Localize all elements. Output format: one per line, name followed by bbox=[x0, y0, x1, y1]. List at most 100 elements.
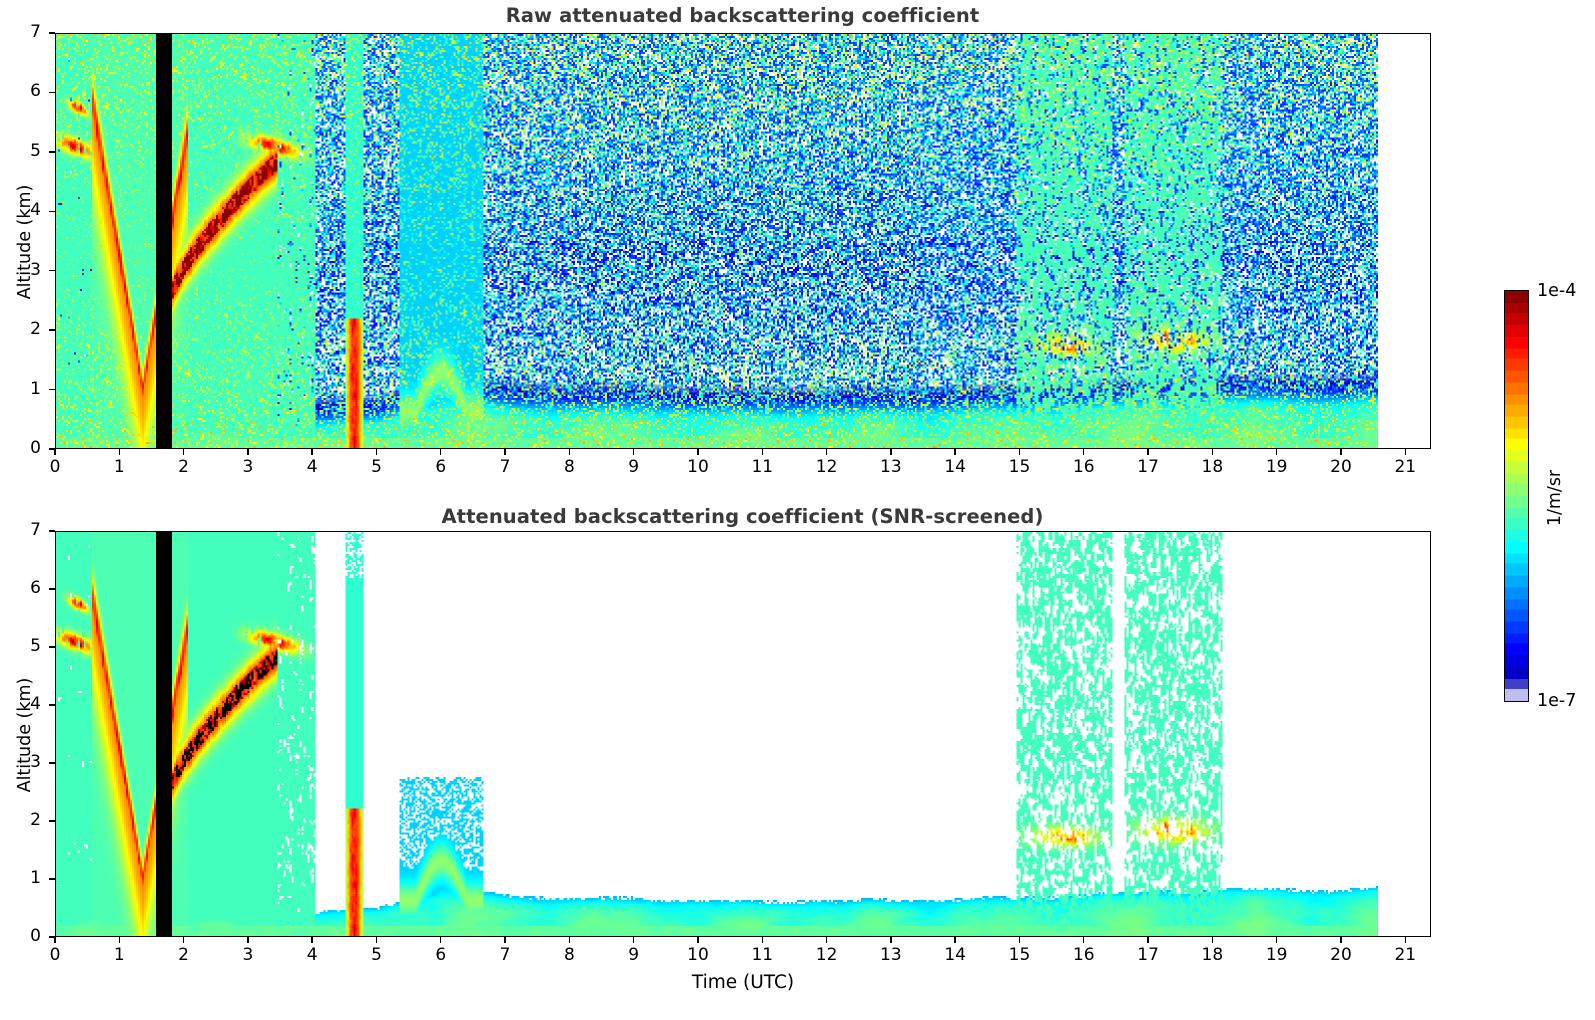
y-tick-label: 3 bbox=[30, 259, 41, 280]
y-axis-label-screened: Altitude (km) bbox=[15, 677, 35, 793]
y-tick-label: 3 bbox=[30, 752, 41, 772]
plot-axes-raw[interactable] bbox=[55, 33, 1431, 449]
x-tick bbox=[182, 449, 185, 455]
x-tick-label: 3 bbox=[242, 945, 254, 965]
x-tick bbox=[632, 449, 635, 455]
x-tick bbox=[54, 449, 56, 455]
x-tick bbox=[1404, 937, 1406, 943]
x-tick bbox=[311, 449, 313, 455]
x-tick bbox=[504, 449, 506, 455]
x-tick bbox=[890, 449, 892, 455]
x-tick-label: 4 bbox=[306, 457, 318, 477]
x-tick-label: 18 bbox=[1201, 945, 1224, 965]
colorbar-gradient bbox=[1505, 291, 1528, 701]
x-tick bbox=[697, 449, 699, 455]
x-tick-label: 12 bbox=[815, 457, 838, 477]
x-tick-label: 2 bbox=[178, 945, 189, 965]
x-tick-label: 6 bbox=[435, 457, 447, 477]
x-tick bbox=[1147, 449, 1149, 455]
x-tick bbox=[568, 937, 571, 943]
y-tick bbox=[49, 878, 55, 880]
x-tick bbox=[375, 937, 378, 943]
y-tick-label: 6 bbox=[30, 81, 41, 102]
colorbar-unit-label: 1/m/sr bbox=[1545, 469, 1565, 527]
x-tick bbox=[1404, 449, 1406, 455]
x-tick bbox=[1211, 937, 1214, 943]
x-tick bbox=[1018, 449, 1021, 455]
y-tick bbox=[49, 270, 55, 272]
y-tick-label: 0 bbox=[30, 926, 41, 946]
x-tick bbox=[954, 937, 956, 943]
x-tick-label: 21 bbox=[1394, 457, 1417, 477]
y-tick bbox=[49, 704, 55, 706]
x-tick bbox=[1340, 937, 1342, 943]
x-tick bbox=[247, 937, 249, 943]
x-tick-label: 10 bbox=[687, 457, 709, 477]
x-tick-label: 7 bbox=[499, 945, 511, 965]
x-tick-label: 6 bbox=[435, 945, 447, 965]
x-tick bbox=[1275, 937, 1278, 943]
x-tick bbox=[890, 937, 892, 943]
heatmap-raw bbox=[56, 34, 1430, 448]
x-tick-label: 0 bbox=[49, 457, 61, 477]
y-tick bbox=[49, 588, 55, 590]
y-tick bbox=[49, 530, 55, 532]
x-tick-label: 8 bbox=[563, 945, 575, 965]
x-tick-label: 17 bbox=[1137, 945, 1159, 965]
colorbar-min-label: 1e-7 bbox=[1537, 691, 1577, 711]
x-tick bbox=[1083, 937, 1085, 943]
y-tick-label: 5 bbox=[30, 140, 41, 161]
x-tick-label: 9 bbox=[628, 945, 640, 965]
x-tick-label: 10 bbox=[687, 945, 709, 965]
y-tick bbox=[49, 820, 55, 822]
x-tick-label: 16 bbox=[1072, 457, 1095, 477]
y-tick bbox=[49, 646, 55, 648]
panel-title-raw: Raw attenuated backscattering coefficien… bbox=[505, 4, 980, 27]
x-tick bbox=[54, 937, 56, 943]
x-tick-label: 4 bbox=[306, 945, 318, 965]
x-tick-label: 19 bbox=[1265, 945, 1288, 965]
x-tick bbox=[632, 937, 635, 943]
y-axis-label-raw: Altitude (km) bbox=[15, 184, 35, 300]
y-tick bbox=[49, 388, 55, 391]
x-tick-label: 0 bbox=[49, 945, 61, 965]
x-tick-label: 1 bbox=[113, 457, 125, 477]
x-tick-label: 1 bbox=[113, 945, 125, 965]
y-tick bbox=[49, 448, 55, 450]
y-tick bbox=[49, 329, 55, 331]
x-tick bbox=[1275, 449, 1278, 455]
x-tick-label: 13 bbox=[880, 457, 902, 477]
x-tick-label: 8 bbox=[563, 457, 575, 477]
x-tick-label: 20 bbox=[1330, 945, 1352, 965]
y-tick-label: 7 bbox=[30, 22, 41, 42]
x-tick-label: 15 bbox=[1008, 945, 1031, 965]
x-tick-label: 11 bbox=[751, 457, 774, 477]
x-tick-label: 7 bbox=[499, 457, 511, 477]
x-tick bbox=[697, 937, 699, 943]
y-tick bbox=[49, 91, 55, 94]
colorbar-max-label: 1e-4 bbox=[1537, 281, 1577, 301]
colorbar[interactable] bbox=[1504, 290, 1529, 702]
x-tick bbox=[247, 449, 249, 455]
x-tick bbox=[568, 449, 571, 455]
y-tick-label: 5 bbox=[30, 636, 41, 656]
heatmap-screened bbox=[56, 532, 1430, 936]
y-tick bbox=[49, 210, 55, 212]
x-tick bbox=[1018, 937, 1021, 943]
x-tick-label: 5 bbox=[371, 945, 382, 965]
x-tick bbox=[182, 937, 185, 943]
x-tick-label: 9 bbox=[628, 457, 640, 477]
y-tick-label: 1 bbox=[30, 378, 41, 399]
x-tick bbox=[954, 449, 956, 455]
x-tick-label: 20 bbox=[1330, 457, 1352, 477]
x-tick-label: 15 bbox=[1008, 457, 1031, 477]
x-tick-label: 3 bbox=[242, 457, 254, 477]
x-tick bbox=[825, 449, 828, 455]
y-tick-label: 7 bbox=[30, 520, 41, 540]
x-tick bbox=[1147, 937, 1149, 943]
y-tick bbox=[49, 151, 55, 153]
x-tick bbox=[761, 937, 763, 943]
x-tick bbox=[440, 937, 442, 943]
x-tick-label: 19 bbox=[1265, 457, 1288, 477]
plot-axes-screened[interactable] bbox=[55, 531, 1431, 937]
